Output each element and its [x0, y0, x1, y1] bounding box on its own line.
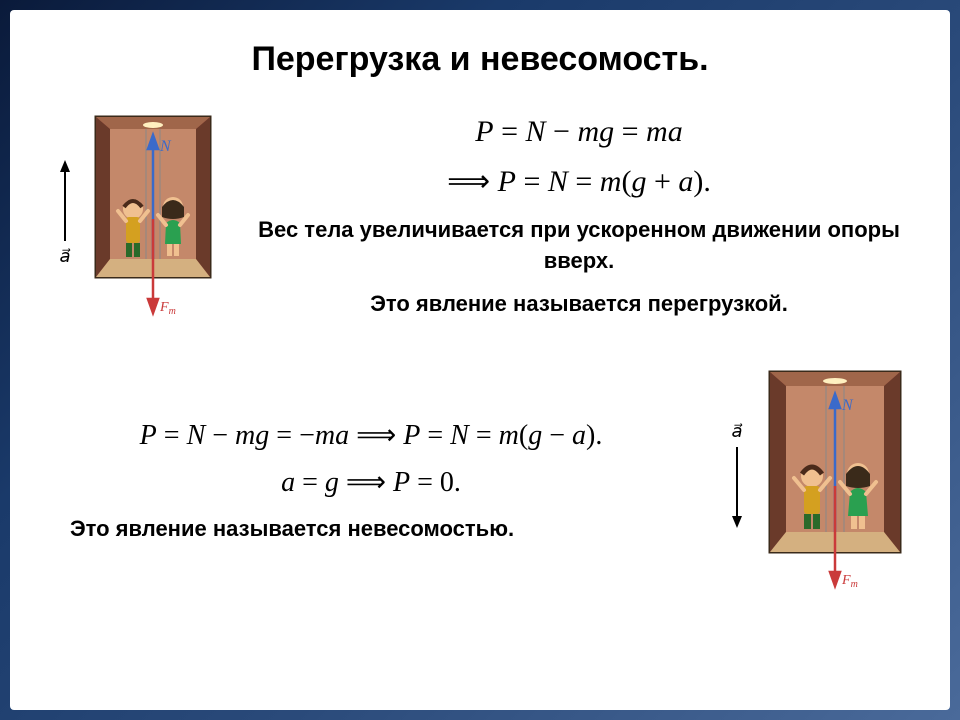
normal-label-down: N — [841, 397, 854, 414]
elevator-down-block: a⃗ — [722, 354, 910, 599]
weightless-text-block: P = N − mg = −ma ⟹ P = N = m(g − a). a =… — [50, 408, 692, 545]
gravity-label-up: Fт — [159, 300, 176, 317]
weightless-text-1: Это явление называется невесомостью. — [70, 514, 692, 545]
elevator-up: N Fт — [88, 99, 218, 324]
normal-label-up: N — [159, 138, 172, 155]
weightless-formula-1: P = N − mg = −ma ⟹ P = N = m(g − a). — [50, 416, 692, 455]
accel-arrow-down: a⃗ — [722, 421, 752, 532]
elevator-up-svg: N Fт — [88, 99, 218, 319]
section-overload: a⃗ — [50, 99, 910, 324]
overload-text-block: P = N − mg = ma ⟹ P = N = m(g + a). Вес … — [248, 103, 910, 319]
overload-formula-1: P = N − mg = ma — [248, 111, 910, 153]
overload-text-1: Вес тела увеличивается при ускоренном дв… — [248, 215, 910, 277]
gravity-label-down: Fт — [841, 573, 858, 590]
page-title: Перегрузка и невесомость. — [50, 40, 910, 79]
arrow-down-icon — [722, 442, 752, 532]
accel-label-down: a⃗ — [731, 421, 742, 442]
overload-text-2: Это явление называется перегрузкой. — [248, 289, 910, 320]
elevator-up-block: a⃗ — [50, 99, 218, 324]
elevator-down: N Fт — [760, 354, 910, 599]
slide-container: Перегрузка и невесомость. a⃗ — [10, 10, 950, 710]
overload-formula-2: ⟹ P = N = m(g + a). — [248, 161, 910, 203]
accel-label-up: a⃗ — [59, 246, 70, 267]
accel-arrow-up: a⃗ — [50, 156, 80, 267]
weightless-formula-2: a = g ⟹ P = 0. — [50, 463, 692, 502]
section-weightless: P = N − mg = −ma ⟹ P = N = m(g − a). a =… — [50, 354, 910, 599]
elevator-down-svg: N Fт — [760, 354, 910, 594]
arrow-up-icon — [50, 156, 80, 246]
